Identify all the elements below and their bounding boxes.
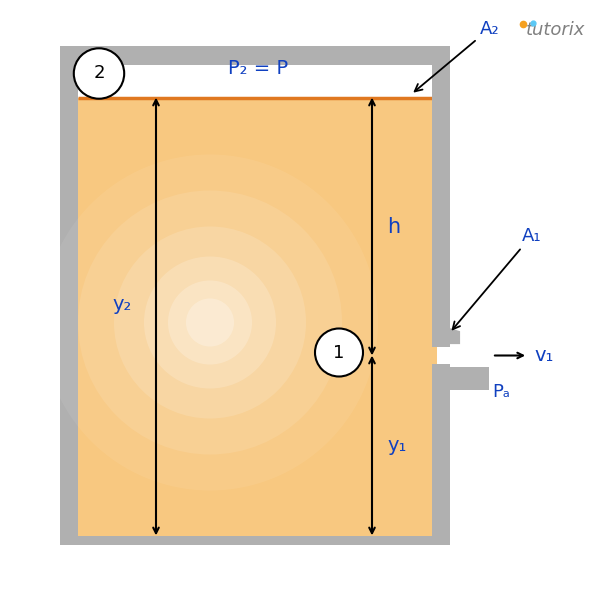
Bar xyxy=(432,390,450,544)
Bar xyxy=(60,46,450,544)
Text: 1: 1 xyxy=(334,343,344,362)
Text: 2: 2 xyxy=(93,65,105,82)
Text: h: h xyxy=(387,217,400,236)
Circle shape xyxy=(315,328,363,376)
Circle shape xyxy=(74,48,124,99)
Circle shape xyxy=(144,256,276,389)
Text: P₂ = P: P₂ = P xyxy=(228,58,288,77)
Text: v₁: v₁ xyxy=(534,346,553,365)
Circle shape xyxy=(186,298,234,347)
Bar xyxy=(432,347,461,364)
Text: A₁: A₁ xyxy=(452,227,542,329)
Text: y₂: y₂ xyxy=(113,295,132,314)
Bar xyxy=(78,97,432,535)
Text: A₂: A₂ xyxy=(415,19,500,91)
Text: tutorix: tutorix xyxy=(526,21,585,40)
Polygon shape xyxy=(432,323,460,344)
Bar xyxy=(432,347,437,364)
Circle shape xyxy=(42,155,378,490)
Circle shape xyxy=(168,281,252,365)
Bar xyxy=(432,46,450,323)
Text: y₁: y₁ xyxy=(387,436,406,455)
Circle shape xyxy=(78,191,342,454)
Circle shape xyxy=(114,227,306,418)
Text: Pₐ: Pₐ xyxy=(492,384,510,401)
Bar xyxy=(432,367,489,390)
Bar xyxy=(78,65,432,527)
